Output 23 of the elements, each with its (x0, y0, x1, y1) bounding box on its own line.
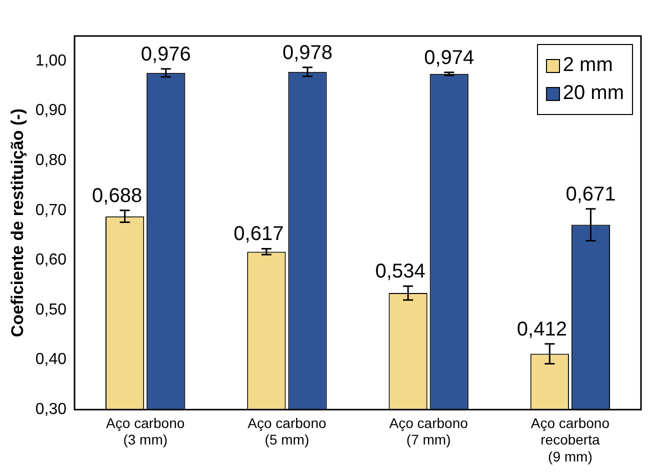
x-tick-label: Aço carbono (3 mm) (106, 414, 185, 448)
y-tick-label: 0,90 (35, 102, 67, 120)
data-label: 0,534 (375, 260, 426, 283)
y-tick-label: 0,80 (35, 152, 67, 169)
data-label: 0,976 (140, 43, 191, 66)
data-label: 0,617 (234, 223, 284, 246)
y-tick-label: 0,70 (35, 202, 67, 219)
data-label: 0,978 (282, 42, 333, 64)
legend-label: 2 mm (562, 54, 613, 77)
y-tick-label: 0,30 (35, 401, 67, 418)
data-label: 0,671 (566, 183, 616, 206)
y-axis-title: Coeficiente de restituição (-) (8, 108, 27, 338)
y-tick-label: 0,50 (35, 301, 67, 318)
legend-label: 20 mm (562, 82, 624, 105)
data-label: 0,412 (516, 318, 567, 340)
data-label: 0,688 (92, 184, 142, 207)
x-tick-label: Aço carbono (5 mm) (248, 414, 326, 448)
y-tick-label: 1,00 (35, 52, 67, 70)
y-tick-label: 0,40 (35, 351, 67, 368)
x-tick-label: Aço carbono (7 mm) (389, 414, 468, 448)
x-tick-label: Aço carbono recoberta (9 mm) (530, 414, 610, 464)
data-label: 0,974 (424, 46, 474, 69)
y-tick-label: 0,60 (35, 252, 67, 269)
